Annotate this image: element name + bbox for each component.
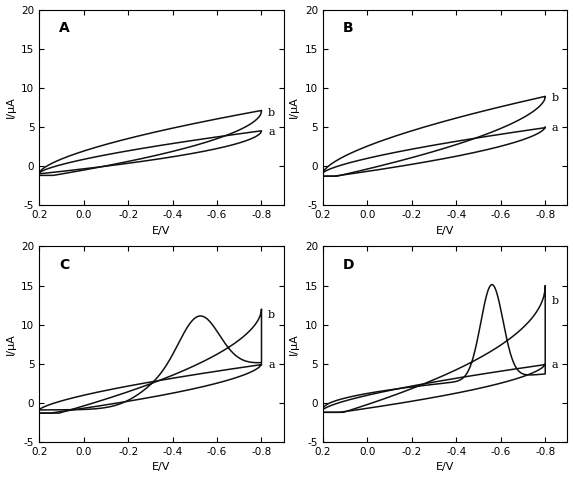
Text: a: a bbox=[552, 123, 559, 133]
X-axis label: E/V: E/V bbox=[436, 226, 454, 236]
Text: D: D bbox=[343, 258, 354, 272]
Text: b: b bbox=[268, 108, 275, 118]
Text: b: b bbox=[552, 93, 559, 103]
Y-axis label: I/μA: I/μA bbox=[289, 333, 299, 355]
X-axis label: E/V: E/V bbox=[152, 226, 171, 236]
X-axis label: E/V: E/V bbox=[152, 462, 171, 472]
Text: a: a bbox=[552, 360, 559, 370]
Y-axis label: I/μA: I/μA bbox=[289, 97, 299, 118]
Text: a: a bbox=[268, 127, 275, 137]
Y-axis label: I/μA: I/μA bbox=[6, 97, 15, 118]
Text: A: A bbox=[59, 22, 69, 35]
X-axis label: E/V: E/V bbox=[436, 462, 454, 472]
Text: b: b bbox=[268, 310, 275, 319]
Y-axis label: I/μA: I/μA bbox=[6, 333, 15, 355]
Text: a: a bbox=[268, 360, 275, 370]
Text: C: C bbox=[59, 258, 69, 272]
Text: b: b bbox=[552, 296, 559, 306]
Text: B: B bbox=[343, 22, 353, 35]
